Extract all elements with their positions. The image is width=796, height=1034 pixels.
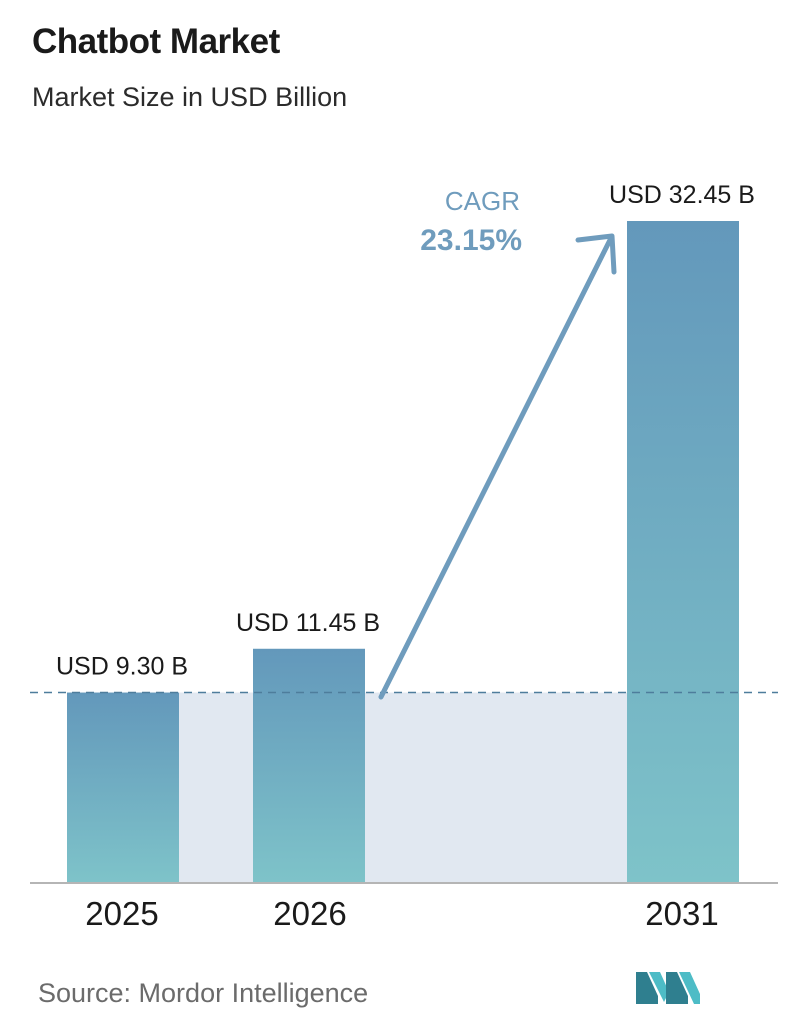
mordor-intelligence-logo-icon [636, 972, 700, 1004]
bar-2025 [67, 692, 179, 882]
bar-2031 [627, 221, 739, 882]
value-label-2026: USD 11.45 B [236, 609, 380, 637]
chart-title: Chatbot Market [32, 22, 280, 61]
value-label-2031: USD 32.45 B [609, 181, 755, 209]
cagr-arrow-shaft [378, 237, 613, 700]
cagr-value: 23.15% [420, 224, 522, 257]
chart-subtitle: Market Size in USD Billion [32, 82, 348, 112]
cagr-arrow-head [575, 233, 617, 275]
source-note: Source: Mordor Intelligence [38, 978, 369, 1008]
cagr-label: CAGR [445, 186, 520, 216]
chart-area: USD 9.30 B USD 11.45 B USD 32.45 B 2025 2026… [30, 181, 778, 932]
bar-2026 [253, 648, 365, 882]
x-tick-label-2026: 2026 [273, 895, 346, 932]
x-tick-label-2025: 2025 [85, 895, 158, 932]
value-label-2025: USD 9.30 B [56, 653, 188, 681]
x-tick-label-2031: 2031 [645, 895, 718, 932]
